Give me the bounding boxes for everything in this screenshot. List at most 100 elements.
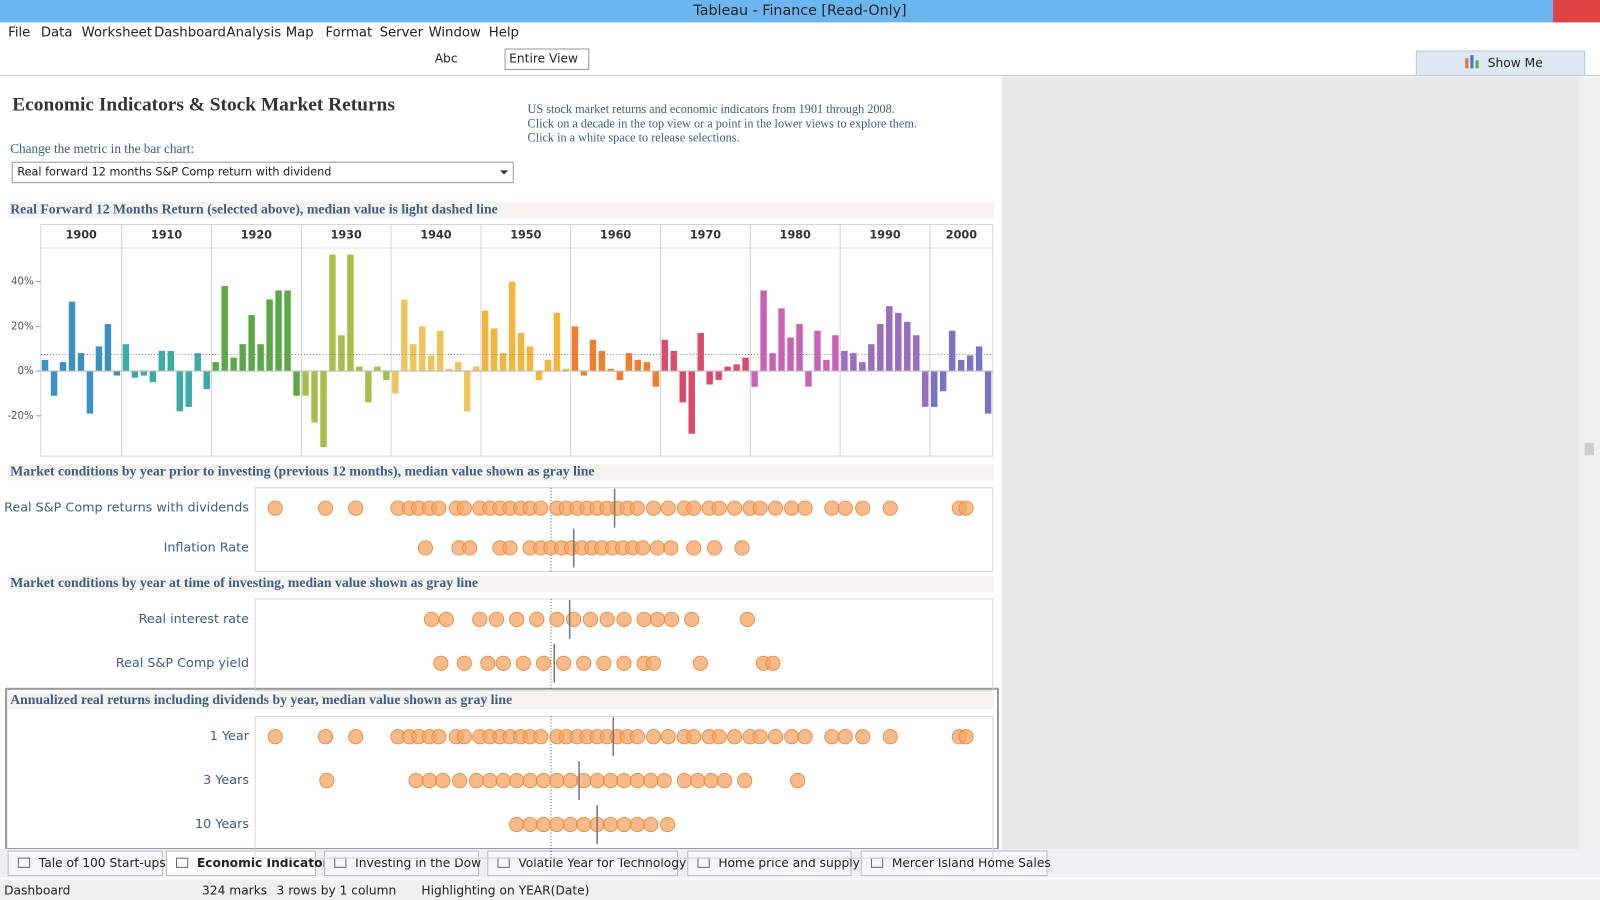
dot[interactable] [643,816,659,833]
dot[interactable] [562,816,578,833]
bar[interactable] [490,328,498,372]
dot[interactable] [456,729,472,745]
dot[interactable] [549,816,565,833]
bar[interactable] [778,308,785,372]
dot[interactable] [660,500,676,516]
bar[interactable] [203,371,210,389]
dot[interactable] [535,816,552,833]
dot[interactable] [684,611,700,627]
menu-item[interactable]: Help [489,26,519,41]
dot[interactable] [576,816,592,833]
dot[interactable] [752,500,768,516]
dot[interactable] [462,540,478,556]
bar[interactable] [922,371,929,407]
sheet-tab[interactable] [165,850,316,877]
bar[interactable] [841,350,848,372]
dot[interactable] [727,500,743,516]
bar[interactable] [365,371,372,403]
dot[interactable] [509,611,525,627]
bar[interactable] [868,344,875,372]
menu-item[interactable]: Worksheet [82,26,152,41]
bar[interactable] [697,333,704,372]
scroll-thumb[interactable] [1584,442,1594,456]
bar[interactable] [374,366,381,372]
dot[interactable] [629,773,645,789]
bar[interactable] [589,339,597,372]
dot[interactable] [599,611,615,627]
bar[interactable] [275,290,282,372]
decade-header[interactable]: 1980 [780,229,811,242]
menu-item[interactable]: File [8,26,30,41]
bar[interactable] [823,359,830,372]
dot[interactable] [616,611,632,627]
bar[interactable] [59,362,67,372]
bar[interactable] [616,371,624,381]
dot[interactable] [703,773,719,789]
bar[interactable] [796,324,803,372]
bar[interactable] [913,335,920,372]
bar[interactable] [149,371,157,383]
bar[interactable] [419,326,426,372]
bar[interactable] [481,310,489,372]
sheet-tab[interactable] [687,850,852,877]
bar[interactable] [284,290,291,372]
bar[interactable] [167,350,175,372]
dot[interactable] [421,773,438,789]
decade-header[interactable]: 2000 [946,229,977,242]
dot[interactable] [660,729,676,745]
sheet-tab[interactable] [487,850,679,877]
bar[interactable] [140,371,148,376]
dot[interactable] [556,655,572,671]
bar[interactable] [194,353,201,372]
bar[interactable] [688,371,695,434]
decade-header[interactable]: 1920 [241,229,272,242]
bar[interactable] [571,326,579,372]
dot[interactable] [784,500,800,516]
dot[interactable] [452,773,468,789]
tab-label[interactable]: Investing in the Dow [355,856,481,870]
bar[interactable] [562,368,570,372]
dot[interactable] [837,500,853,516]
dot[interactable] [480,655,496,671]
dot[interactable] [656,773,672,789]
bar[interactable] [733,364,740,372]
menu-item[interactable]: Server [380,26,424,41]
tab-label[interactable]: Economic Indicators [197,856,336,870]
bar[interactable] [742,357,749,372]
dot[interactable] [535,773,552,789]
bar[interactable] [957,359,965,372]
dot[interactable] [692,655,708,671]
bar[interactable] [266,299,273,372]
bar[interactable] [948,330,956,372]
bar[interactable] [68,301,76,372]
bar[interactable] [661,339,668,372]
bar[interactable] [787,337,794,372]
dot[interactable] [784,729,800,745]
dot[interactable] [797,729,813,745]
dot[interactable] [488,611,505,627]
dot[interactable] [472,611,488,627]
dot[interactable] [629,816,645,833]
parameter-dropdown[interactable] [11,161,514,184]
bar[interactable] [966,355,974,372]
dot[interactable] [319,773,335,789]
bar[interactable] [975,346,983,372]
dot[interactable] [417,540,434,556]
bar[interactable] [670,350,677,372]
dot[interactable] [267,729,283,745]
bar[interactable] [302,371,309,396]
dot[interactable] [958,500,974,516]
dot[interactable] [643,773,659,789]
dot[interactable] [603,816,619,833]
bar[interactable] [895,312,902,372]
bar[interactable] [715,371,722,381]
bar[interactable] [320,371,327,448]
dot[interactable] [734,540,750,556]
dot[interactable] [522,816,538,833]
dot[interactable] [765,655,781,671]
bar[interactable] [410,344,417,372]
dot[interactable] [482,773,498,789]
bar[interactable] [221,286,228,372]
dot[interactable] [616,816,632,833]
bar[interactable] [356,366,363,372]
